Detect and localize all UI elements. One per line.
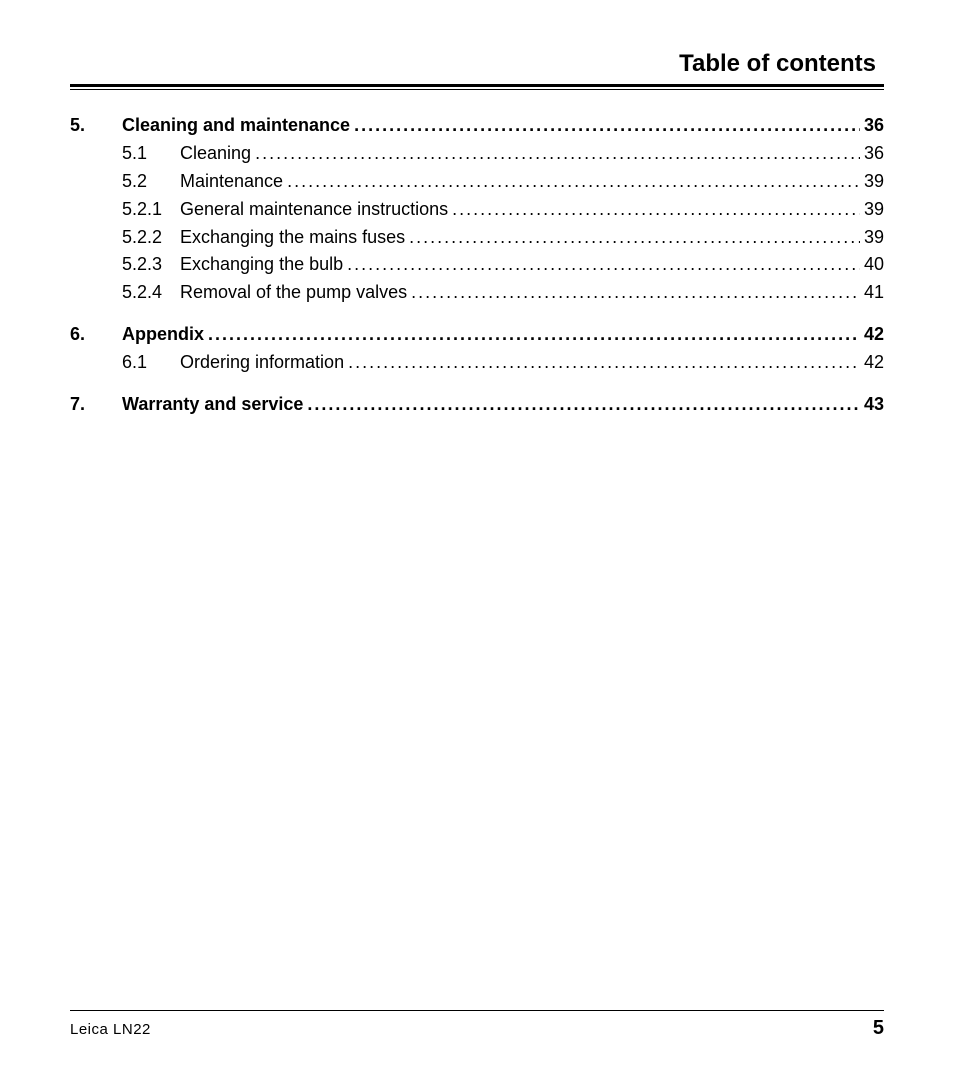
toc-sub-page: 41 — [860, 279, 884, 307]
toc-sub-number: 5.2.2 — [122, 224, 180, 252]
header-rule — [70, 84, 884, 90]
toc-sub-title: General maintenance instructions — [180, 196, 452, 224]
toc-sub-title: Exchanging the mains fuses — [180, 224, 409, 252]
footer-page-number: 5 — [873, 1017, 884, 1040]
toc-leader: ........................................… — [411, 279, 860, 307]
page-footer: Leica LN22 5 — [70, 1010, 884, 1040]
toc-sub-title: Maintenance — [180, 168, 287, 196]
toc-sub-page: 36 — [860, 140, 884, 168]
toc-sub-page: 39 — [860, 224, 884, 252]
toc-leader: ........................................… — [307, 391, 860, 419]
toc-leader: ........................................… — [348, 349, 860, 377]
toc-sub-row: 5.2.2Exchanging the mains fuses.........… — [70, 224, 884, 252]
toc-section-row: 7.Warranty and service..................… — [70, 391, 884, 419]
toc-section-page: 36 — [860, 112, 884, 140]
toc-sub-row: 5.2.1General maintenance instructions...… — [70, 196, 884, 224]
toc-leader: ........................................… — [409, 224, 860, 252]
toc-section-title: Cleaning and maintenance — [122, 112, 354, 140]
toc-section-page: 42 — [860, 321, 884, 349]
toc-leader: ........................................… — [452, 196, 860, 224]
toc-sub-title: Exchanging the bulb — [180, 251, 347, 279]
toc-leader: ........................................… — [287, 168, 860, 196]
toc-section-row: 5.Cleaning and maintenance..............… — [70, 112, 884, 140]
page: Table of contents 5.Cleaning and mainten… — [0, 0, 954, 1080]
toc-sub-title: Cleaning — [180, 140, 255, 168]
toc-sub-number: 5.2.4 — [122, 279, 180, 307]
footer-row: Leica LN22 5 — [70, 1017, 884, 1040]
header-title: Table of contents — [70, 50, 884, 84]
toc-sub-number: 5.2 — [122, 168, 180, 196]
toc-sub-page: 40 — [860, 251, 884, 279]
toc-section-page: 43 — [860, 391, 884, 419]
toc-leader: ........................................… — [255, 140, 860, 168]
toc-sub-number: 6.1 — [122, 349, 180, 377]
toc-sub-page: 39 — [860, 168, 884, 196]
toc-leader: ........................................… — [347, 251, 860, 279]
footer-product-name: Leica LN22 — [70, 1021, 151, 1038]
toc-sub-number: 5.2.1 — [122, 196, 180, 224]
toc-leader: ........................................… — [354, 112, 860, 140]
toc-sub-title: Ordering information — [180, 349, 348, 377]
toc-sub-row: 5.2.4Removal of the pump valves.........… — [70, 279, 884, 307]
toc-sub-row: 5.2Maintenance..........................… — [70, 168, 884, 196]
toc-sub-row: 6.1Ordering information.................… — [70, 349, 884, 377]
toc-sub-number: 5.1 — [122, 140, 180, 168]
toc-sub-row: 5.2.3Exchanging the bulb................… — [70, 251, 884, 279]
toc-section-title: Warranty and service — [122, 391, 307, 419]
toc-section-number: 7. — [70, 391, 122, 419]
toc-section-row: 6.Appendix..............................… — [70, 321, 884, 349]
toc-sub-number: 5.2.3 — [122, 251, 180, 279]
toc-section-number: 6. — [70, 321, 122, 349]
toc-sub-title: Removal of the pump valves — [180, 279, 411, 307]
toc-leader: ........................................… — [208, 321, 860, 349]
table-of-contents: 5.Cleaning and maintenance..............… — [70, 112, 884, 419]
toc-section-number: 5. — [70, 112, 122, 140]
toc-sub-page: 39 — [860, 196, 884, 224]
toc-sub-page: 42 — [860, 349, 884, 377]
footer-rule — [70, 1010, 884, 1011]
toc-sub-row: 5.1Cleaning.............................… — [70, 140, 884, 168]
toc-section-title: Appendix — [122, 321, 208, 349]
